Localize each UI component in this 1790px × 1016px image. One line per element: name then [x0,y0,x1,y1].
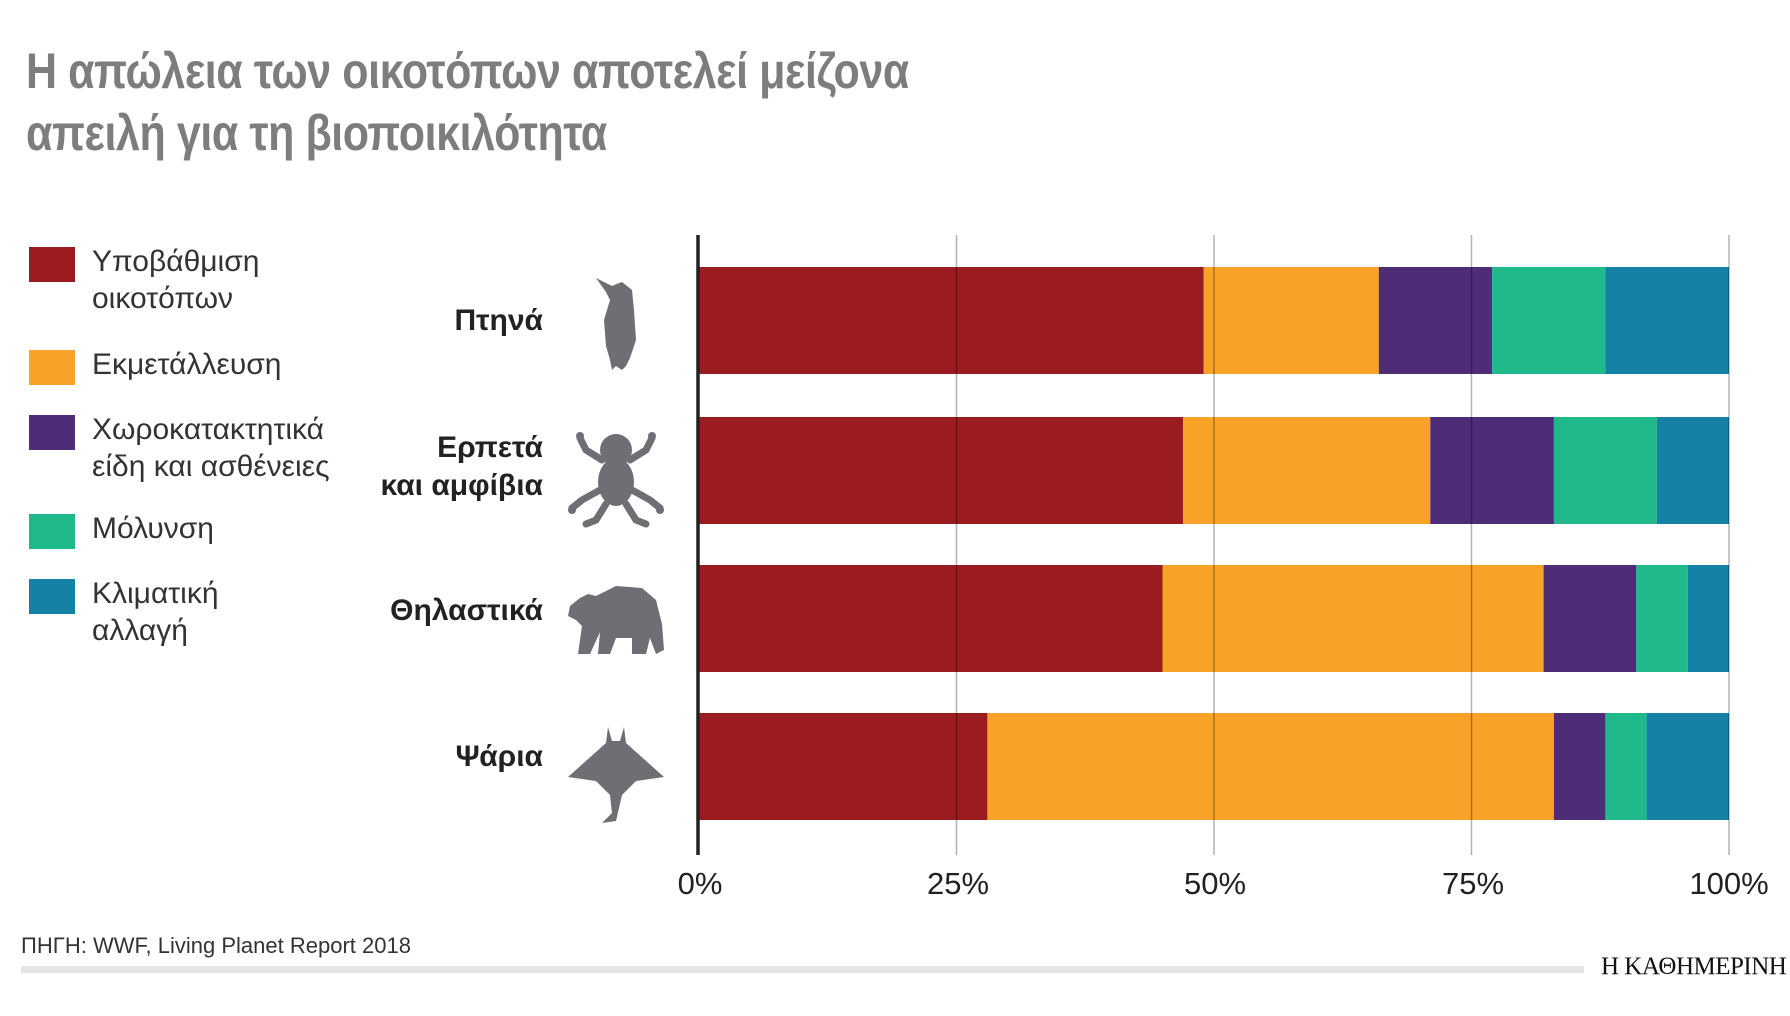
bar-segment [1687,565,1729,672]
bear-icon [568,586,664,654]
legend-label: Υποβάθμιση οικοτόπων [92,245,260,315]
x-tick-label: 0% [677,866,723,901]
bar-segment [1492,267,1606,374]
manta-ray-icon [568,727,664,823]
footer-rule [21,966,1584,973]
category-label-reptiles-amphibians: Ερπετά και αμφίβια [380,431,543,502]
bar-segment [699,713,988,820]
legend-label: Εκμετάλλευση [92,348,282,381]
publisher-logo: Η ΚΑΘΗΜΕΡΙΝΗ [1601,953,1787,980]
bar-segment [1646,713,1729,820]
bird-icon [596,278,636,370]
bar-segment [1430,417,1554,524]
bar-segment [1553,713,1606,820]
x-tick-label: 75% [1441,866,1505,901]
legend-swatch [29,247,75,282]
title-line-2: απειλή για τη βιοποικιλότητα [26,105,607,161]
bar-segment [1378,267,1493,374]
x-tick-label: 50% [1183,866,1247,901]
bar-segment [1605,267,1729,374]
legend-label: Χωροκατακτητικά είδη και ασθένειες [92,413,330,483]
frog-icon [568,432,664,528]
bar-segment [1162,565,1544,672]
category-label-mammals: Θηλαστικά [390,594,543,627]
legend-swatch [29,350,75,385]
bar-segment [1203,267,1379,374]
bar-segment [699,565,1163,672]
bar-segment [699,417,1184,524]
bar-segment [1553,417,1657,524]
title-line-1: Η απώλεια των οικοτόπων αποτελεί μείζονα [26,43,909,99]
bar-segment [1636,565,1688,672]
source-note: ΠΗΓΗ: WWF, Living Planet Report 2018 [21,933,411,958]
category-label-birds: Πτηνά [454,304,543,337]
legend-label: Κλιματική αλλαγή [92,577,219,647]
x-tick-label: 25% [926,866,990,901]
legend-swatch [29,415,75,450]
category-label-fish: Ψάρια [455,740,543,773]
bar-segment [1605,713,1647,820]
x-tick-label: 100% [1689,866,1769,901]
bar-segment [699,267,1204,374]
bar-segment [1656,417,1729,524]
chart-title: Η απώλεια των οικοτόπων αποτελεί μείζονα… [26,40,909,164]
legend-label: Μόλυνση [92,512,214,545]
bar-segment [987,713,1554,820]
bar-segment [1183,417,1431,524]
legend-swatch [29,579,75,614]
bar-segment [1543,565,1637,672]
legend-swatch [29,514,75,549]
